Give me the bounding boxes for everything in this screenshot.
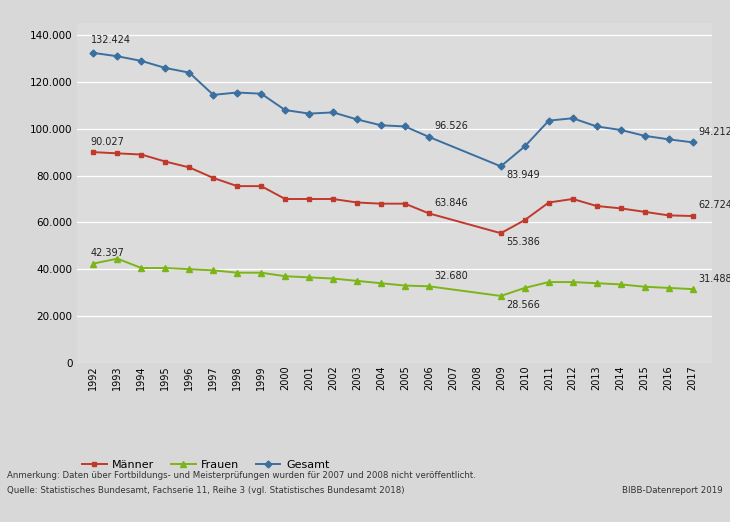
Gesamt — [377, 122, 385, 128]
Männer — [425, 210, 434, 217]
Text: Quelle: Statistisches Bundesamt, Fachserie 11, Reihe 3 (vgl. Statistisches Bunde: Quelle: Statistisches Bundesamt, Fachser… — [7, 487, 405, 495]
Gesamt — [257, 90, 266, 97]
Text: 90.027: 90.027 — [91, 137, 125, 147]
Line: Gesamt: Gesamt — [91, 51, 695, 169]
Gesamt — [137, 58, 146, 64]
Gesamt — [496, 163, 505, 170]
Gesamt — [281, 107, 290, 113]
Männer — [233, 183, 242, 189]
Frauen — [688, 286, 697, 292]
Text: 132.424: 132.424 — [91, 34, 131, 44]
Männer — [520, 217, 529, 223]
Gesamt — [640, 133, 649, 139]
Frauen — [569, 279, 577, 285]
Gesamt — [185, 69, 193, 76]
Gesamt — [688, 139, 697, 146]
Frauen — [377, 280, 385, 287]
Männer — [496, 230, 505, 236]
Text: 94.212: 94.212 — [698, 127, 730, 137]
Text: 31.488: 31.488 — [698, 274, 730, 283]
Frauen — [496, 293, 505, 299]
Gesamt — [209, 92, 218, 98]
Gesamt — [328, 109, 337, 115]
Frauen — [185, 266, 193, 272]
Männer — [185, 164, 193, 171]
Text: 83.949: 83.949 — [507, 170, 540, 180]
Gesamt — [569, 115, 577, 122]
Männer — [137, 151, 146, 158]
Gesamt — [592, 123, 601, 129]
Frauen — [113, 256, 122, 262]
Männer — [209, 175, 218, 181]
Männer — [664, 212, 673, 219]
Frauen — [89, 260, 98, 267]
Frauen — [281, 273, 290, 279]
Gesamt — [304, 111, 313, 117]
Gesamt — [545, 117, 553, 124]
Frauen — [161, 265, 169, 271]
Legend: Männer, Frauen, Gesamt: Männer, Frauen, Gesamt — [82, 460, 329, 470]
Gesamt — [89, 50, 98, 56]
Männer — [113, 150, 122, 157]
Text: 55.386: 55.386 — [507, 237, 540, 247]
Text: BIBB-Datenreport 2019: BIBB-Datenreport 2019 — [622, 487, 723, 495]
Text: Anmerkung: Daten über Fortbildungs- und Meisterprüfungen wurden für 2007 und 200: Anmerkung: Daten über Fortbildungs- und … — [7, 471, 476, 480]
Gesamt — [353, 116, 361, 123]
Männer — [89, 149, 98, 155]
Frauen — [137, 265, 146, 271]
Frauen — [425, 283, 434, 290]
Männer — [328, 196, 337, 202]
Text: 42.397: 42.397 — [91, 248, 125, 258]
Männer — [161, 158, 169, 164]
Frauen — [640, 283, 649, 290]
Gesamt — [664, 136, 673, 143]
Frauen — [304, 274, 313, 280]
Männer — [688, 213, 697, 219]
Männer — [353, 199, 361, 206]
Männer — [281, 196, 290, 202]
Männer — [401, 200, 410, 207]
Gesamt — [616, 127, 625, 133]
Frauen — [233, 269, 242, 276]
Frauen — [209, 267, 218, 274]
Line: Frauen: Frauen — [91, 256, 696, 299]
Text: 28.566: 28.566 — [507, 300, 540, 310]
Frauen — [401, 282, 410, 289]
Text: 32.680: 32.680 — [434, 271, 468, 281]
Gesamt — [113, 53, 122, 60]
Gesamt — [401, 123, 410, 129]
Gesamt — [233, 89, 242, 96]
Männer — [545, 199, 553, 206]
Frauen — [545, 279, 553, 285]
Männer — [592, 203, 601, 209]
Gesamt — [161, 65, 169, 71]
Männer — [569, 196, 577, 202]
Frauen — [353, 278, 361, 284]
Männer — [640, 209, 649, 215]
Frauen — [257, 269, 266, 276]
Männer — [377, 200, 385, 207]
Line: Männer: Männer — [91, 150, 695, 235]
Männer — [616, 205, 625, 211]
Text: 62.724: 62.724 — [698, 200, 730, 210]
Frauen — [616, 281, 625, 288]
Männer — [304, 196, 313, 202]
Frauen — [520, 285, 529, 291]
Text: 63.846: 63.846 — [434, 198, 468, 208]
Frauen — [592, 280, 601, 287]
Gesamt — [520, 143, 529, 149]
Text: 96.526: 96.526 — [434, 121, 469, 132]
Männer — [257, 183, 266, 189]
Frauen — [328, 276, 337, 282]
Gesamt — [425, 134, 434, 140]
Frauen — [664, 285, 673, 291]
